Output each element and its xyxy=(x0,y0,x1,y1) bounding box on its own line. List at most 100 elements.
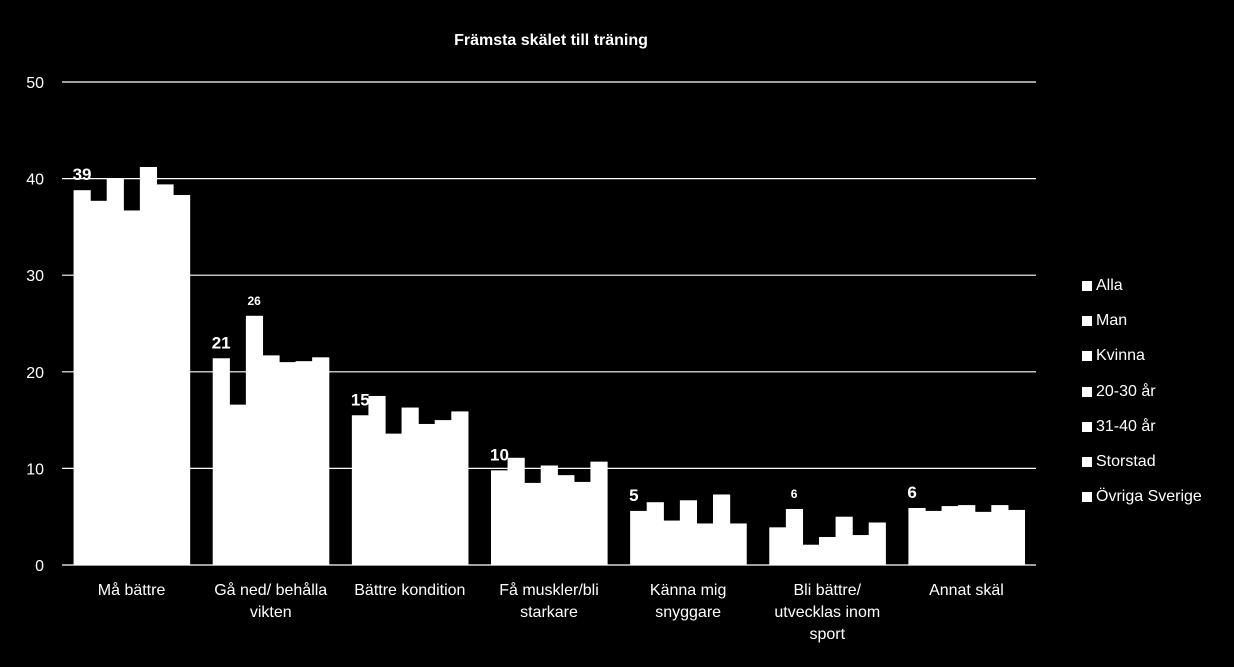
y-tick-label: 20 xyxy=(26,365,44,382)
legend-item: Kvinna xyxy=(1082,339,1202,374)
bar xyxy=(925,510,943,565)
legend-swatch xyxy=(1082,315,1092,326)
bar xyxy=(835,516,853,565)
bar xyxy=(385,433,403,565)
bar xyxy=(451,411,469,565)
legend-label: 31-40 år xyxy=(1096,417,1156,435)
bar xyxy=(295,361,313,565)
y-tick-label: 0 xyxy=(35,558,44,575)
data-label: 6 xyxy=(791,487,798,501)
bar xyxy=(802,544,820,565)
category-labels: Må bättre Gå ned/ behålla vikten Bättre kon… xyxy=(98,581,1004,643)
y-tick-label: 30 xyxy=(26,268,44,285)
bar xyxy=(696,523,714,565)
bar xyxy=(769,527,787,565)
bar xyxy=(590,461,608,565)
x-tick-label: Gå ned/ behålla xyxy=(214,581,327,599)
bars xyxy=(73,167,1026,565)
data-label: 26 xyxy=(247,294,261,308)
bar xyxy=(156,184,174,565)
legend-item: Övriga Sverige xyxy=(1082,480,1202,515)
bar xyxy=(974,511,992,565)
x-tick-label: Annat skäl xyxy=(929,582,1004,599)
data-label: 39 xyxy=(73,165,92,184)
bar xyxy=(557,475,575,565)
x-tick-label: vikten xyxy=(250,604,292,621)
bar xyxy=(1007,509,1026,565)
legend-label: Man xyxy=(1096,311,1128,329)
bar xyxy=(958,505,976,565)
data-label: 6 xyxy=(907,483,916,502)
bar xyxy=(279,362,297,565)
bar xyxy=(729,523,747,565)
bar xyxy=(229,404,247,565)
legend-label: Alla xyxy=(1096,276,1123,294)
legend-label: Storstad xyxy=(1096,453,1156,471)
bar xyxy=(262,355,280,565)
bar xyxy=(123,210,141,565)
bar xyxy=(908,508,926,565)
legend-swatch xyxy=(1082,457,1092,468)
bar xyxy=(491,470,509,565)
data-label: 5 xyxy=(629,486,638,505)
data-labels: 39 21 26 15 10 5 6 6 xyxy=(73,165,917,505)
data-label: 15 xyxy=(351,390,370,409)
bar xyxy=(368,395,386,565)
x-tick-label: Få muskler/bli xyxy=(499,581,599,599)
legend-item: 20-30 år xyxy=(1082,374,1202,409)
y-tick-label: 40 xyxy=(26,172,44,189)
y-axis-ticks: 0 10 20 30 40 50 xyxy=(26,75,44,575)
legend-label: 20-30 år xyxy=(1096,382,1156,400)
bar xyxy=(663,520,681,565)
legend-label: Kvinna xyxy=(1096,347,1145,365)
legend-item: Storstad xyxy=(1082,444,1202,479)
bar xyxy=(401,407,419,565)
x-tick-label: Bli bättre/ xyxy=(793,582,861,599)
legend-item: 31-40 år xyxy=(1082,409,1202,444)
bar xyxy=(173,195,191,565)
bar xyxy=(713,494,731,565)
x-tick-label: sport xyxy=(809,626,845,643)
bar xyxy=(434,420,452,565)
legend-swatch xyxy=(1082,492,1092,503)
data-label: 10 xyxy=(490,445,509,464)
bar xyxy=(819,536,837,565)
bar xyxy=(245,315,264,565)
bar xyxy=(646,502,664,565)
bar xyxy=(630,510,648,565)
legend-swatch xyxy=(1082,280,1092,291)
bar xyxy=(852,535,870,565)
bar xyxy=(941,506,959,565)
data-label: 21 xyxy=(212,333,231,352)
bar xyxy=(418,423,436,565)
legend-swatch xyxy=(1082,421,1092,432)
bar xyxy=(991,505,1009,565)
bar xyxy=(90,200,108,565)
bar xyxy=(524,482,542,565)
x-tick-label: snyggare xyxy=(655,604,721,621)
y-tick-label: 50 xyxy=(26,75,44,92)
y-tick-label: 10 xyxy=(26,461,44,478)
legend-item: Man xyxy=(1082,303,1202,338)
x-tick-label: starkare xyxy=(520,604,578,621)
bar xyxy=(351,415,370,565)
bar xyxy=(312,357,330,565)
bar xyxy=(106,178,124,565)
legend-swatch xyxy=(1082,386,1092,397)
bar xyxy=(212,358,230,565)
bar xyxy=(73,190,91,565)
bar xyxy=(785,508,804,565)
bar xyxy=(540,465,558,565)
bar xyxy=(139,167,158,565)
x-tick-label: utvecklas inom xyxy=(774,604,880,621)
chart-title: Främsta skälet till träning xyxy=(454,32,648,49)
bar xyxy=(679,500,698,565)
legend-label: Övriga Sverige xyxy=(1096,488,1202,506)
bar xyxy=(573,481,592,565)
legend: Alla Man Kvinna 20-30 år 31-40 år Storstad Övr… xyxy=(1082,268,1202,515)
x-tick-label: Känna mig xyxy=(650,582,727,599)
bar xyxy=(507,457,525,565)
legend-swatch xyxy=(1082,351,1092,362)
x-tick-label: Må bättre xyxy=(98,581,166,599)
